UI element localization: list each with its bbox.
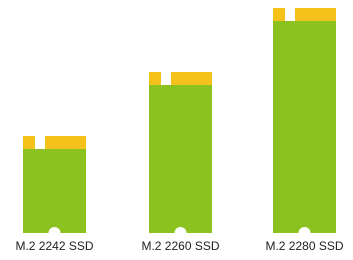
ssd-2242 <box>23 136 86 239</box>
ssd-board <box>23 149 86 233</box>
connector-pin <box>273 8 285 22</box>
connector-pin <box>23 136 35 150</box>
ssd-label: M.2 2280 SSD <box>265 239 343 253</box>
ssd-2280 <box>273 8 336 239</box>
ssd-label: M.2 2260 SSD <box>141 239 219 253</box>
connector-pin <box>295 8 336 22</box>
connector-pin <box>149 72 161 86</box>
ssd-board <box>149 85 212 233</box>
connector-pin <box>171 72 212 86</box>
diagram: M.2 2242 SSD M.2 2260 SSD M.2 2280 SSD <box>0 0 353 260</box>
connector-pin <box>45 136 86 150</box>
ssd-board <box>273 21 336 233</box>
ssd-2260 <box>149 72 212 239</box>
ssd-label: M.2 2242 SSD <box>15 239 93 253</box>
